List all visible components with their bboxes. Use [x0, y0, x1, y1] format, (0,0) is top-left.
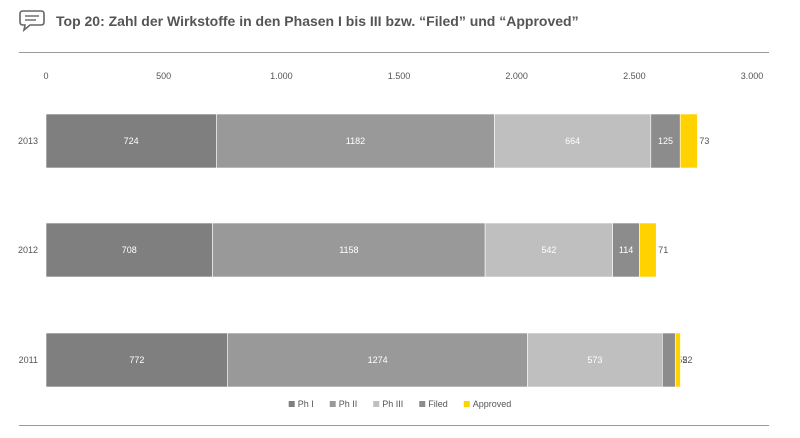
data-label-ph-i: 724 — [124, 136, 139, 146]
legend-label-ph-i: Ph I — [298, 399, 314, 409]
top-divider — [19, 52, 769, 53]
data-label-filed: 55 — [677, 355, 687, 365]
y-category-label: 2011 — [19, 355, 38, 365]
data-label-approved: 71 — [658, 245, 668, 255]
bar-segment-ph-i — [45, 222, 213, 278]
y-category-label: 2013 — [18, 136, 38, 146]
data-label-ph-ii: 1274 — [368, 355, 388, 365]
legend-swatch-ph-iii — [373, 401, 380, 407]
legend-swatch-ph-i — [288, 401, 295, 407]
bar-segment-ph-ii — [212, 222, 486, 278]
bar-segment-approved — [639, 222, 657, 278]
bar-segment-ph-iii — [484, 222, 613, 278]
bar-segment-approved — [674, 332, 681, 388]
data-label-ph-iii: 573 — [587, 355, 602, 365]
data-label-ph-ii: 1182 — [346, 136, 365, 146]
bar-segment-ph-iii — [527, 332, 663, 388]
x-tick-label: 1.000 — [270, 71, 293, 81]
x-tick-label: 500 — [156, 71, 171, 81]
data-label-filed: 125 — [658, 136, 673, 146]
legend-label-ph-iii: Ph III — [382, 399, 403, 409]
chart-legend: Ph I Ph II Ph III Filed Approved — [288, 399, 512, 409]
bar-segment-filed — [662, 332, 676, 388]
data-label-approved: 73 — [699, 136, 709, 146]
bottom-divider — [19, 425, 769, 426]
legend-swatch-approved — [463, 401, 470, 407]
data-label-ph-i: 772 — [129, 355, 144, 365]
data-label-ph-ii: 1158 — [339, 245, 358, 255]
data-label-approved: 22 — [682, 355, 692, 365]
x-tick-label: 0 — [43, 71, 48, 81]
bar-segment-ph-ii — [227, 332, 528, 388]
bar-segment-ph-iii — [494, 113, 652, 169]
speech-bubble-icon — [19, 10, 45, 33]
chart-header: Top 20: Zahl der Wirkstoffe in den Phase… — [18, 9, 579, 33]
data-label-filed: 114 — [619, 245, 633, 255]
data-label-ph-iii: 542 — [541, 245, 556, 255]
x-tick-label: 2.500 — [623, 71, 646, 81]
bar-segment-ph-ii — [216, 113, 495, 169]
x-tick-label: 1.500 — [388, 71, 411, 81]
y-category-label: 2012 — [18, 245, 38, 255]
bar-segment-ph-i — [45, 332, 228, 388]
data-label-ph-i: 708 — [122, 245, 137, 255]
bar-segment-approved — [679, 113, 698, 169]
legend-label-filed: Filed — [428, 399, 448, 409]
bar-segment-ph-i — [45, 113, 217, 169]
x-tick-label: 2.000 — [505, 71, 528, 81]
data-label-ph-iii: 664 — [565, 136, 580, 146]
x-tick-label: 3.000 — [741, 71, 764, 81]
legend-swatch-ph-ii — [329, 401, 336, 407]
legend-label-ph-ii: Ph II — [339, 399, 358, 409]
chart-title: Top 20: Zahl der Wirkstoffe in den Phase… — [56, 13, 579, 29]
bar-segment-filed — [650, 113, 681, 169]
legend-label-approved: Approved — [473, 399, 512, 409]
legend-swatch-filed — [419, 401, 426, 407]
